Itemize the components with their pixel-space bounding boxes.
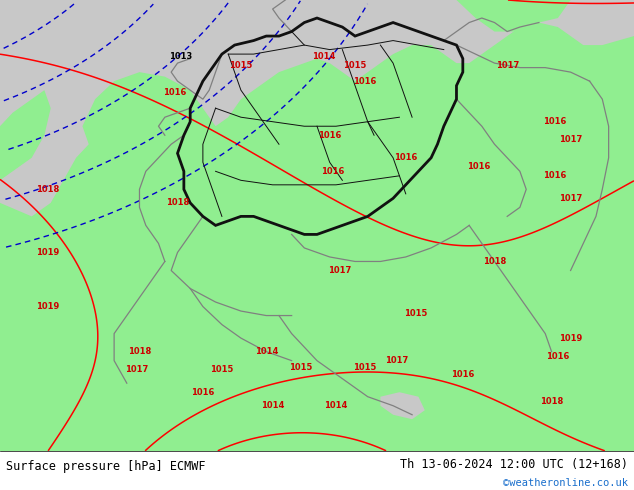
Text: 1016: 1016 <box>547 352 569 361</box>
Text: 1014: 1014 <box>312 52 335 61</box>
Text: 1017: 1017 <box>328 266 351 275</box>
Text: ©weatheronline.co.uk: ©weatheronline.co.uk <box>503 478 628 488</box>
Text: 1017: 1017 <box>559 135 582 144</box>
Text: 1016: 1016 <box>163 88 186 97</box>
Text: 1016: 1016 <box>543 172 566 180</box>
Text: 1013: 1013 <box>169 52 192 61</box>
Polygon shape <box>0 90 51 180</box>
Text: 1014: 1014 <box>325 401 347 410</box>
Text: 1016: 1016 <box>321 167 344 176</box>
Text: 1017: 1017 <box>496 61 519 70</box>
Text: 1016: 1016 <box>467 162 490 171</box>
Text: 1019: 1019 <box>36 302 59 311</box>
Text: 1016: 1016 <box>318 131 341 140</box>
Text: 1015: 1015 <box>290 363 313 372</box>
Text: 1014: 1014 <box>261 401 284 410</box>
Text: 1016: 1016 <box>353 76 376 86</box>
Text: 1019: 1019 <box>559 334 582 343</box>
Text: 1017: 1017 <box>125 365 148 374</box>
Text: Th 13-06-2024 12:00 UTC (12+168): Th 13-06-2024 12:00 UTC (12+168) <box>399 458 628 471</box>
Polygon shape <box>380 392 425 419</box>
Text: 1018: 1018 <box>128 347 151 356</box>
Text: 1015: 1015 <box>404 309 427 318</box>
Text: Surface pressure [hPa] ECMWF: Surface pressure [hPa] ECMWF <box>6 460 206 473</box>
Text: 1016: 1016 <box>191 388 214 397</box>
Text: 1015: 1015 <box>344 61 366 70</box>
Text: 1015: 1015 <box>353 363 376 372</box>
Text: 1018: 1018 <box>36 185 59 194</box>
Text: 1018: 1018 <box>166 198 189 207</box>
Polygon shape <box>0 0 634 217</box>
Text: 1016: 1016 <box>394 153 417 162</box>
Text: 1016: 1016 <box>451 369 474 379</box>
Polygon shape <box>456 0 571 31</box>
Text: 1017: 1017 <box>385 356 408 365</box>
Text: 1018: 1018 <box>540 397 563 406</box>
Text: 1015: 1015 <box>230 61 252 70</box>
Text: 1016: 1016 <box>543 117 566 126</box>
Polygon shape <box>558 0 634 36</box>
Text: 1018: 1018 <box>483 257 506 266</box>
Text: 1017: 1017 <box>559 194 582 203</box>
Text: 1015: 1015 <box>210 365 233 374</box>
Text: 1014: 1014 <box>255 347 278 356</box>
Text: 1019: 1019 <box>36 248 59 257</box>
